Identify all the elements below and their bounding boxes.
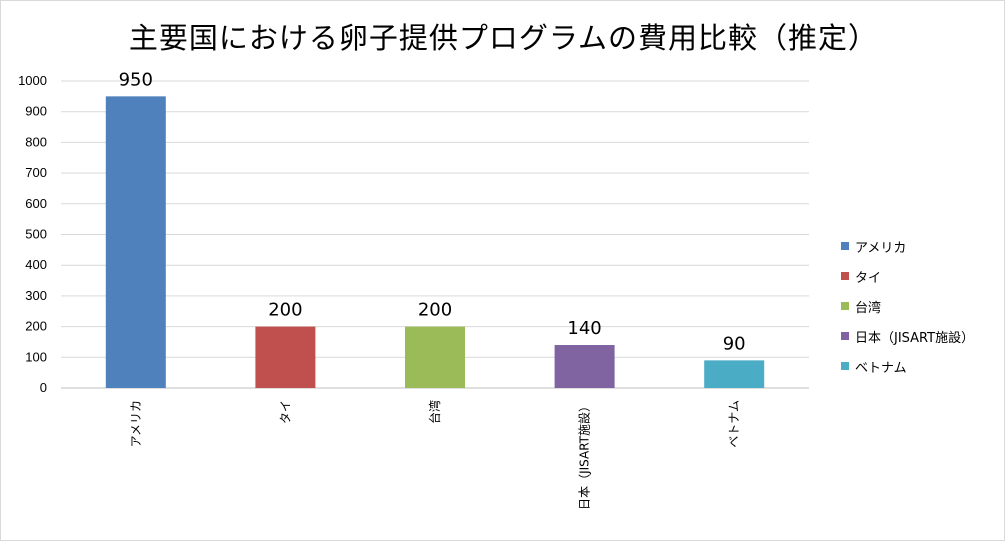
y-axis-ticks: 0 100 200 300 400 500 600 700 800 900 1000 (18, 73, 47, 395)
y-tick-label: 200 (25, 319, 47, 334)
data-label: 950 (119, 69, 153, 90)
category-label: タイ (278, 400, 292, 424)
legend-label: アメリカ (855, 240, 907, 256)
data-labels: 950 200 200 140 90 (119, 69, 746, 354)
data-label: 200 (268, 300, 302, 321)
y-tick-label: 500 (25, 227, 47, 242)
y-tick-label: 100 (25, 349, 47, 364)
legend-swatch (841, 302, 849, 310)
legend-item: 台湾 (841, 291, 974, 321)
legend-item: アメリカ (841, 231, 974, 261)
y-tick-label: 400 (25, 257, 47, 272)
y-tick-label: 600 (25, 196, 47, 211)
legend-swatch (841, 362, 849, 370)
data-label: 140 (567, 318, 601, 339)
legend-swatch (841, 272, 849, 280)
category-label: 日本（JISART施設） (577, 400, 592, 510)
chart-title: 主要国における卵子提供プログラムの費用比較（推定） (128, 21, 879, 55)
legend-label: タイ (855, 270, 882, 286)
legend-label: 台湾 (855, 300, 882, 316)
y-tick-label: 800 (25, 134, 47, 149)
legend-item: 日本（JISART施設） (841, 321, 974, 351)
legend-label: ベトナム (855, 360, 907, 376)
bars (105, 96, 765, 388)
category-labels: アメリカ タイ 台湾 日本（JISART施設） ベトナム (129, 400, 741, 510)
legend-label: 日本（JISART施設） (855, 330, 975, 346)
bar (255, 326, 316, 388)
data-label: 90 (723, 333, 746, 354)
category-label: アメリカ (129, 400, 143, 447)
y-tick-label: 1000 (18, 73, 47, 88)
data-label: 200 (418, 300, 452, 321)
legend-item: ベトナム (841, 351, 974, 381)
legend-swatch (841, 242, 849, 250)
legend: アメリカタイ台湾日本（JISART施設） ベトナム (841, 231, 974, 381)
bar (105, 96, 166, 388)
category-label: ベトナム (727, 400, 741, 448)
category-label: 台湾 (427, 400, 442, 424)
bar (704, 360, 765, 388)
y-tick-label: 0 (40, 380, 47, 395)
legend-swatch (841, 332, 849, 340)
bar (405, 326, 465, 388)
legend-item: タイ (841, 261, 974, 291)
bar (554, 345, 615, 388)
y-tick-label: 300 (25, 288, 47, 303)
y-tick-label: 700 (25, 165, 47, 180)
y-tick-label: 900 (25, 104, 47, 119)
